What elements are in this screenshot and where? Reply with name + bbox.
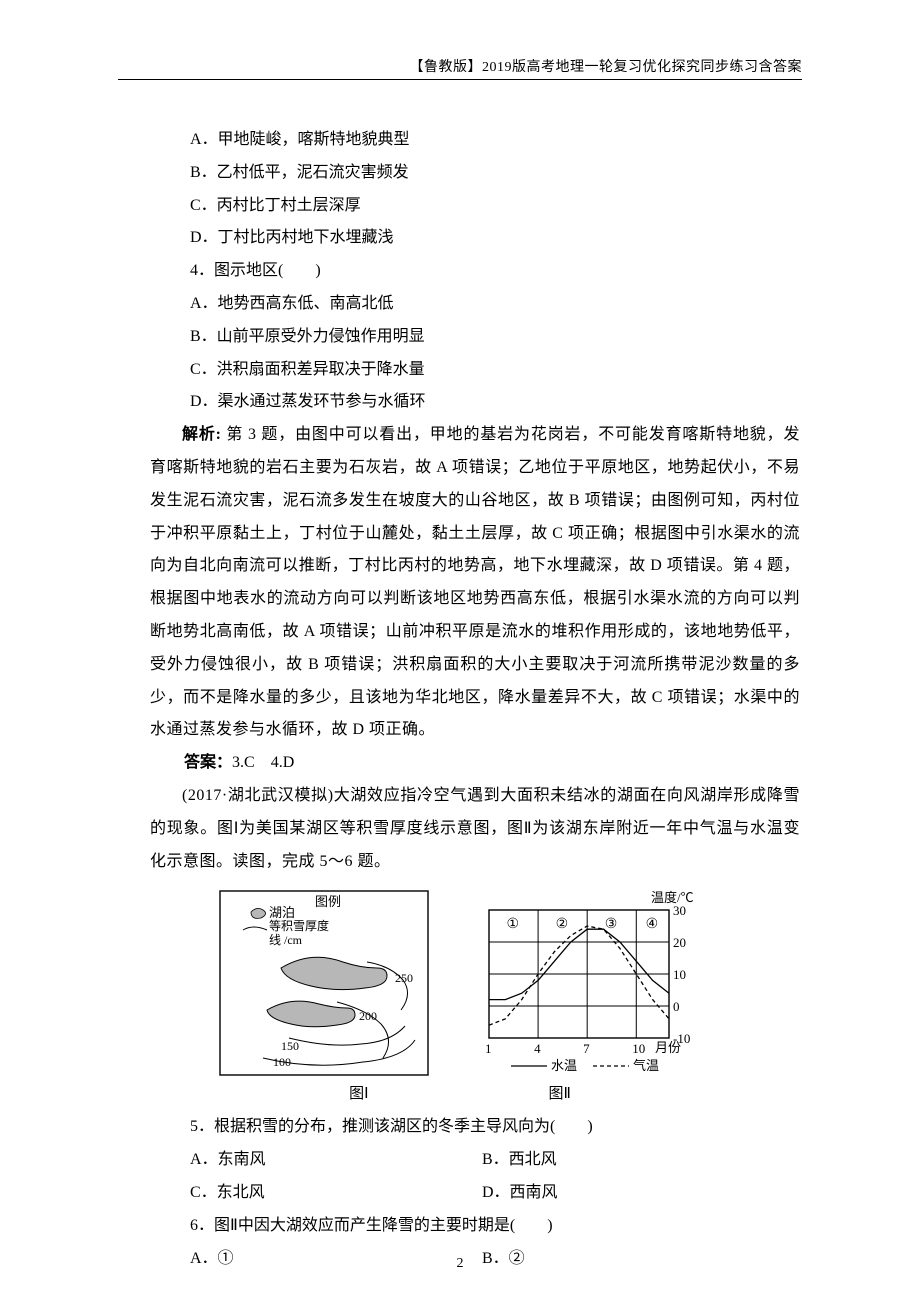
fig1-label-250: 250: [395, 971, 413, 985]
fig1-label-200: 200: [359, 1009, 377, 1023]
svg-text:10: 10: [673, 967, 686, 982]
q3-option-d: D．丁村比丙村地下水埋藏浅: [118, 222, 802, 255]
fig1-label-100: 100: [273, 1055, 291, 1069]
fig2-legend-water: 水温: [551, 1058, 577, 1073]
svg-text:④: ④: [646, 917, 659, 932]
svg-text:②: ②: [556, 917, 569, 932]
fig2-legend-air: 气温: [633, 1058, 659, 1073]
explanation-3-4-body: 第 3 题，由图中可以看出，甲地的基岩为花岗岩，不可能发育喀斯特地貌，发育喀斯特…: [150, 426, 800, 738]
svg-text:0: 0: [673, 999, 680, 1014]
svg-text:1: 1: [485, 1041, 492, 1056]
q5-option-c: C．东北风: [190, 1177, 482, 1210]
q3-option-c: C．丙村比丁村土层深厚: [118, 190, 802, 223]
page-number: 2: [0, 1256, 920, 1272]
fig1-label-150: 150: [281, 1039, 299, 1053]
q4-stem: 4．图示地区( ): [118, 255, 802, 288]
q5-stem: 5．根据积雪的分布，推测该湖区的冬季主导风向为( ): [118, 1111, 802, 1144]
q3-option-a: A．甲地陡峻，喀斯特地貌典型: [118, 124, 802, 157]
fig1-legend-contour-2: 线 /cm: [269, 933, 303, 947]
answers-3-4: 答案：3.C 4.D: [118, 747, 802, 780]
q5-option-b: B．西北风: [482, 1144, 557, 1177]
explanation-3-4: 解析: 第 3 题，由图中可以看出，甲地的基岩为花岗岩，不可能发育喀斯特地貌，发…: [118, 419, 802, 747]
q4-option-d: D．渠水通过蒸发环节参与水循环: [118, 386, 802, 419]
svg-text:20: 20: [673, 935, 686, 950]
fig2-xlabel: 月份: [655, 1040, 681, 1055]
svg-text:4: 4: [534, 1041, 541, 1056]
figure-2-temp-chart: 温度/℃ ①②③④ 3020100-10 14710 月份 水温 气温: [455, 890, 701, 1076]
page-header: 【鲁教版】2019版高考地理一轮复习优化探究同步练习含答案: [118, 56, 802, 80]
q5-option-a: A．东南风: [190, 1144, 482, 1177]
q4-option-c: C．洪积扇面积差异取决于降水量: [118, 354, 802, 387]
q6-stem: 6．图Ⅱ中因大湖效应而产生降雪的主要时期是( ): [118, 1210, 802, 1243]
svg-text:③: ③: [605, 917, 618, 932]
stem-5-6: (2017·湖北武汉模拟)大湖效应指冷空气遇到大面积未结冰的湖面在向风湖岸形成降…: [118, 780, 802, 878]
fig1-legend-contour-1: 等积雪厚度: [269, 918, 329, 933]
answers-values: 3.C 4.D: [232, 754, 294, 771]
svg-text:7: 7: [583, 1041, 590, 1056]
q5-option-d: D．西南风: [482, 1177, 558, 1210]
q4-option-b: B．山前平原受外力侵蚀作用明显: [118, 321, 802, 354]
q3-option-b: B．乙村低平，泥石流灾害频发: [118, 157, 802, 190]
figure-1-snow-map: 图例 湖泊 等积雪厚度 线 /cm 250 200 150 100: [219, 890, 429, 1076]
svg-text:30: 30: [673, 903, 686, 918]
svg-text:①: ①: [507, 917, 520, 932]
fig2-caption: 图Ⅱ: [549, 1082, 571, 1103]
fig1-legend-title: 图例: [315, 894, 341, 909]
fig1-caption: 图Ⅰ: [349, 1082, 368, 1103]
q4-option-a: A．地势西高东低、南高北低: [118, 288, 802, 321]
answers-label: 答案：: [184, 754, 232, 771]
fig1-legend-lake: 湖泊: [269, 905, 295, 920]
svg-text:10: 10: [632, 1041, 645, 1056]
